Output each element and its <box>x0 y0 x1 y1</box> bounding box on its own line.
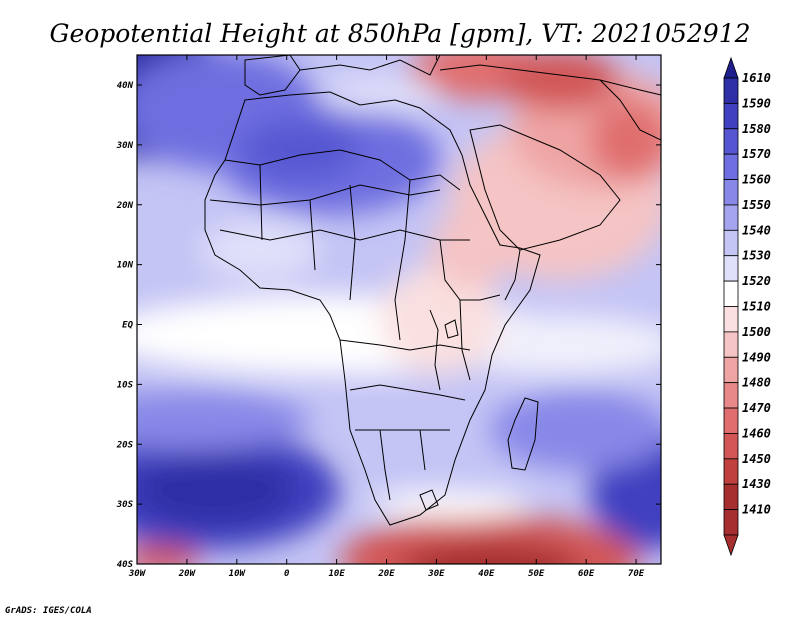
colorbar-label: 1570 <box>742 147 771 161</box>
lat-tick-label: 40S <box>117 560 134 570</box>
lat-tick-label: 10S <box>117 380 134 390</box>
colorbar-label: 1500 <box>742 325 771 339</box>
lon-tick-label: 10E <box>328 569 345 579</box>
colorbar-bottom-cap <box>723 534 739 557</box>
colorbar-segment <box>723 179 739 206</box>
colorbar-segment <box>723 280 739 307</box>
colorbar-label: 1460 <box>742 426 771 440</box>
colorbar-segment <box>723 306 739 333</box>
colorbar-label: 1540 <box>742 223 771 237</box>
colorbar-label: 1510 <box>742 300 771 314</box>
colorbar-label: 1560 <box>742 173 771 187</box>
colorbar-top-cap <box>723 56 739 79</box>
colorbar-segment <box>723 153 739 180</box>
lon-tick-label: 20E <box>377 569 395 579</box>
lat-tick-label: 10N <box>117 261 134 271</box>
height-field <box>137 55 661 564</box>
colorbar-segment <box>723 356 739 384</box>
colorbar-segment <box>723 483 739 511</box>
latitude-axis: 40N 30N 20N 10N EQ 10S 20S 30S 40S <box>116 81 661 570</box>
map-title: Geopotential Height at 850hPa [gpm], VT:… <box>49 19 750 48</box>
lat-tick-label: 30S <box>116 500 134 510</box>
colorbar-segment <box>723 433 739 460</box>
colorbar-segment <box>723 102 739 130</box>
lon-tick-label: 30E <box>427 569 445 579</box>
colorbar-segment <box>723 229 739 257</box>
colorbar-segment <box>723 331 739 358</box>
colorbar: 1610 1590 1580 1570 1560 1550 1540 1530 1520 1510… <box>723 56 771 557</box>
longitude-axis: 30W 20W 10W 0 10E 20E 30E 40E 50E 60E 70E <box>128 55 645 579</box>
lon-tick-label: 30W <box>128 569 147 579</box>
colorbar-label: 1470 <box>742 401 771 415</box>
colorbar-label: 1430 <box>742 477 771 491</box>
lat-tick-label: EQ <box>122 321 133 331</box>
lon-tick-label: 70E <box>628 569 645 579</box>
colorbar-segment <box>723 77 739 104</box>
colorbar-segment <box>723 128 739 155</box>
colorbar-segment <box>723 204 739 231</box>
lon-tick-label: 50E <box>528 569 545 579</box>
colorbar-label: 1520 <box>742 274 771 288</box>
colorbar-segment <box>723 458 739 485</box>
lon-tick-label: 0 <box>284 569 290 579</box>
colorbar-label: 1490 <box>742 350 771 364</box>
colorbar-label: 1580 <box>742 122 771 136</box>
colorbar-label: 1480 <box>742 376 771 390</box>
colorbar-label: 1450 <box>742 452 771 466</box>
colorbar-label: 1530 <box>742 249 771 263</box>
lat-tick-label: 30N <box>116 141 134 151</box>
lon-tick-label: 20W <box>178 569 197 579</box>
lon-tick-label: 40E <box>478 569 495 579</box>
colorbar-label: 1610 <box>742 71 771 85</box>
lat-tick-label: 20N <box>116 201 134 211</box>
colorbar-segment <box>723 509 739 536</box>
colorbar-segment <box>723 255 739 282</box>
lat-tick-label: 40N <box>117 81 134 91</box>
colorbar-segment <box>723 382 739 409</box>
lon-tick-label: 60E <box>578 569 595 579</box>
colorbar-label: 1410 <box>742 503 771 517</box>
lon-tick-label: 10W <box>229 569 247 579</box>
colorbar-label: 1590 <box>742 96 771 110</box>
grads-credit: GrADS: IGES/COLA <box>5 606 92 616</box>
lat-tick-label: 20S <box>116 440 134 450</box>
plot-frame <box>136 54 662 565</box>
colorbar-label: 1550 <box>742 198 771 212</box>
colorbar-segment <box>723 407 739 434</box>
coastlines <box>204 55 661 526</box>
